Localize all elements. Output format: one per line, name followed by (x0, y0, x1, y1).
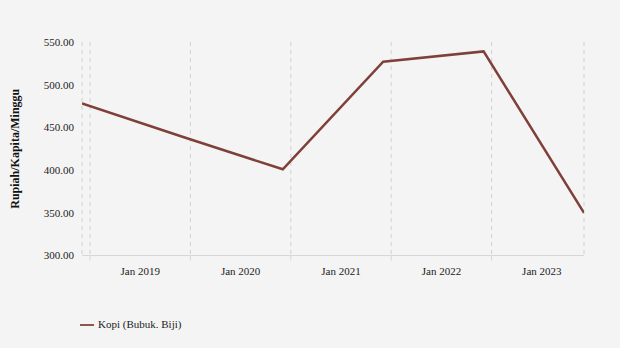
svg-text:450.00: 450.00 (44, 121, 75, 133)
svg-text:300.00: 300.00 (44, 249, 75, 261)
svg-text:Jan 2022: Jan 2022 (422, 265, 461, 277)
svg-text:Jan 2021: Jan 2021 (321, 265, 360, 277)
svg-text:350.00: 350.00 (44, 207, 75, 219)
svg-text:550.00: 550.00 (44, 36, 75, 48)
svg-text:Jan 2023: Jan 2023 (522, 265, 562, 277)
svg-text:Jan 2020: Jan 2020 (221, 265, 261, 277)
svg-text:Jan 2019: Jan 2019 (121, 265, 161, 277)
svg-text:500.00: 500.00 (44, 79, 75, 91)
html-text:Kopi (Bubuk. Biji): Kopi (Bubuk. Biji) (98, 317, 182, 330)
svg-text:Rupiah/Kapita/Minggu: Rupiah/Kapita/Minggu (8, 88, 22, 208)
svg-text:400.00: 400.00 (44, 164, 75, 176)
